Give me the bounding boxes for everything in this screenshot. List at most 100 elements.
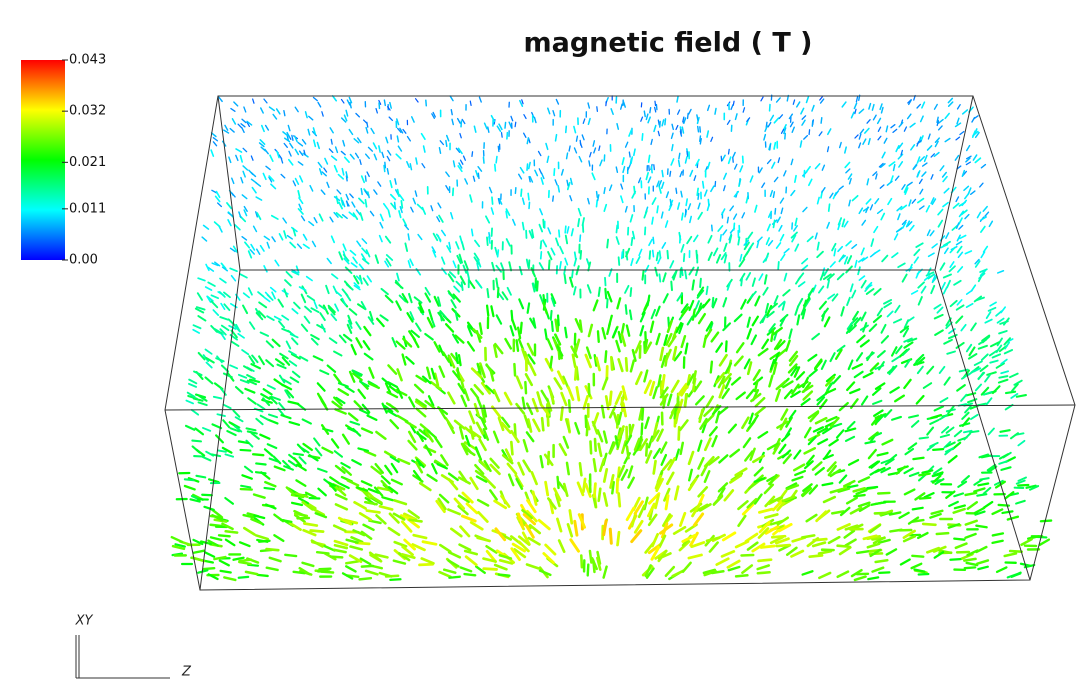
vector-glyph [536, 391, 543, 406]
vector-glyph [746, 361, 753, 376]
vector-glyph [909, 224, 915, 232]
vector-glyph [753, 466, 764, 477]
vector-glyph [480, 381, 491, 395]
vector-glyph [858, 504, 871, 513]
vector-glyph [639, 325, 645, 337]
vector-glyph [978, 272, 986, 280]
vector-glyph [740, 276, 744, 287]
vector-glyph [475, 169, 479, 178]
vector-glyph [883, 298, 893, 305]
vector-glyph [578, 319, 583, 333]
vector-glyph [258, 355, 265, 366]
vector-glyph [257, 291, 265, 298]
vector-glyph [913, 361, 925, 367]
vector-glyph [991, 508, 1004, 516]
vector-glyph [473, 252, 480, 261]
vector-glyph [489, 368, 495, 382]
vector-glyph [526, 163, 529, 171]
vector-glyph [239, 273, 248, 279]
vector-glyph [858, 108, 865, 114]
vector-glyph [580, 554, 584, 569]
vector-glyph [1004, 390, 1017, 395]
vector-glyph [984, 211, 990, 217]
vector-glyph [667, 393, 673, 407]
vector-glyph [598, 457, 606, 473]
vector-glyph [721, 531, 737, 542]
vector-glyph [958, 210, 965, 218]
vector-glyph [495, 155, 498, 164]
vector-glyph [800, 107, 805, 115]
vector-glyph [520, 188, 523, 197]
vector-glyph [473, 256, 480, 265]
vector-glyph [330, 235, 336, 244]
vector-glyph [722, 322, 732, 332]
vector-glyph [352, 427, 362, 437]
vector-glyph [247, 250, 253, 259]
vector-glyph [953, 279, 962, 286]
vector-glyph [415, 374, 427, 383]
vector-glyph [566, 179, 569, 187]
vector-glyph [262, 172, 267, 181]
vector-glyph [647, 435, 654, 449]
vector-glyph [318, 567, 332, 571]
vector-glyph [431, 113, 436, 119]
vector-glyph [677, 425, 681, 441]
vector-glyph [412, 197, 417, 205]
vector-glyph [288, 360, 298, 367]
vector-glyph [476, 362, 482, 376]
vector-glyph [486, 236, 489, 246]
vector-glyph [957, 266, 964, 273]
vector-glyph [803, 134, 809, 140]
vector-glyph [987, 465, 998, 473]
vector-glyph [411, 543, 426, 552]
vector-glyph [1013, 379, 1023, 386]
vector-glyph [873, 249, 881, 255]
vector-glyph [447, 391, 456, 405]
vector-glyph [334, 408, 347, 415]
vector-glyph [943, 187, 950, 194]
vector-glyph [556, 475, 560, 490]
vector-glyph [720, 252, 727, 261]
vector-glyph [279, 518, 293, 524]
vector-glyph [822, 495, 837, 504]
vector-glyph [733, 313, 743, 323]
vector-glyph [680, 212, 684, 221]
vector-glyph [775, 543, 791, 548]
vector-glyph [184, 424, 196, 431]
vector-glyph [349, 545, 364, 551]
vector-glyph [364, 190, 369, 196]
vector-glyph [302, 233, 308, 241]
vector-glyph [378, 504, 394, 511]
vector-glyph [596, 330, 600, 344]
vector-glyph [816, 427, 829, 435]
vector-glyph [418, 562, 434, 567]
vector-glyph [252, 98, 255, 104]
vector-glyph [927, 133, 931, 140]
vector-glyph [424, 292, 432, 303]
vector-glyph [459, 275, 466, 286]
vector-glyph [678, 540, 691, 552]
vector-glyph [359, 557, 372, 566]
vector-glyph [300, 323, 309, 332]
vector-glyph [718, 454, 729, 464]
vector-glyph [532, 418, 541, 433]
vector-glyph [402, 128, 407, 134]
vector-glyph [404, 242, 409, 252]
vector-glyph [364, 569, 379, 576]
vector-glyph [599, 159, 603, 167]
vector-glyph [899, 325, 910, 334]
vector-glyph [654, 493, 660, 510]
vector-glyph [568, 145, 571, 152]
vector-glyph [288, 158, 294, 166]
vector-glyph [209, 536, 223, 542]
vector-glyph [202, 427, 212, 432]
vector-glyph [706, 104, 711, 112]
vector-glyph [979, 364, 989, 373]
vector-glyph [898, 160, 904, 168]
vector-glyph [691, 279, 695, 291]
vector-glyph [210, 453, 222, 458]
vector-glyph [980, 454, 993, 459]
vector-glyph [993, 479, 1004, 486]
vector-glyph [256, 248, 261, 255]
vector-glyph [375, 514, 387, 525]
